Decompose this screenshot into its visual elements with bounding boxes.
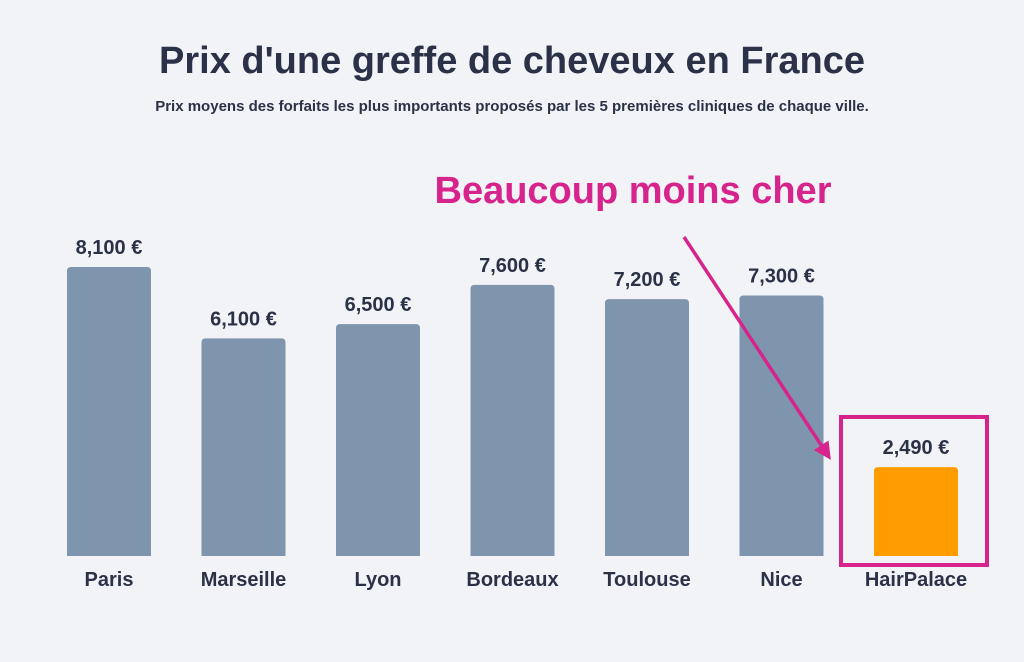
bar-group: 7,600 € Bordeaux: [466, 255, 558, 591]
category-label: Marseille: [201, 569, 287, 591]
bar-toulouse: [605, 299, 689, 556]
chart-subtitle: Prix moyens des forfaits les plus import…: [155, 98, 869, 115]
annotation-arrow: [682, 236, 831, 460]
bars-layer: 8,100 € Paris 6,100 € Marseille 6,500 € Lyon 7…: [67, 237, 967, 591]
annotation-layer: Beaucoup moins cher: [435, 170, 989, 567]
category-label: Lyon: [354, 569, 401, 591]
bar-marseille: [201, 338, 286, 556]
bar-value-label: 6,500 €: [345, 294, 412, 316]
annotation-text: Beaucoup moins cher: [435, 170, 832, 212]
category-label: Paris: [85, 569, 134, 591]
bar-group: 2,490 € HairPalace: [865, 437, 967, 591]
bar-value-label: 7,600 €: [479, 255, 546, 277]
highlight-box: [839, 415, 989, 567]
bar-value-label: 7,300 €: [748, 266, 815, 288]
bar-bordeaux: [470, 284, 555, 556]
chart-title: Prix d'une greffe de cheveux en France: [159, 40, 865, 82]
bar-group: 6,100 € Marseille: [201, 308, 287, 591]
bar-value-label: 7,200 €: [614, 269, 681, 291]
bar-lyon: [336, 324, 420, 556]
category-label: Toulouse: [603, 569, 690, 591]
bar-group: 8,100 € Paris: [67, 237, 151, 591]
bar-group: 7,300 € Nice: [739, 266, 824, 591]
bar-value-label: 2,490 €: [883, 437, 950, 459]
category-label: HairPalace: [865, 569, 967, 591]
category-label: Bordeaux: [466, 569, 558, 591]
bar-value-label: 6,100 €: [210, 308, 277, 330]
bar-paris: [67, 267, 151, 556]
category-label: Nice: [760, 569, 802, 591]
bar-nice: [739, 295, 824, 556]
bar-value-label: 8,100 €: [76, 237, 143, 259]
bar-group: 7,200 € Toulouse: [603, 269, 690, 591]
bar-hairpalace: [874, 467, 958, 556]
bar-group: 6,500 € Lyon: [336, 294, 420, 591]
